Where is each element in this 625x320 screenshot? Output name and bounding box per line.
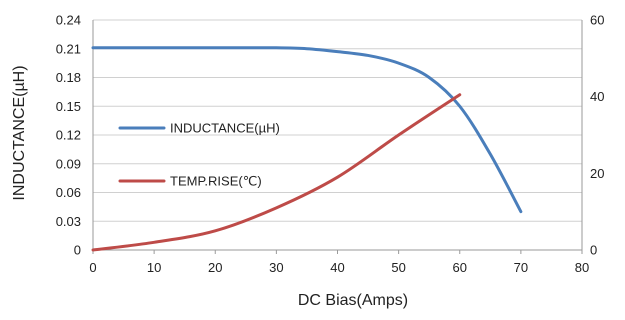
- x-tick-label: 70: [514, 260, 528, 275]
- x-tick-label: 80: [575, 260, 589, 275]
- y2-tick-label: 0: [590, 243, 597, 258]
- y-tick-label: 0.18: [56, 70, 81, 85]
- y-tick-label: 0.06: [56, 185, 81, 200]
- x-tick-label: 60: [453, 260, 467, 275]
- x-tick-label: 0: [89, 260, 96, 275]
- inductance-line: [91, 46, 523, 214]
- x-tick-label: 40: [330, 260, 344, 275]
- x-tick-label: 50: [391, 260, 405, 275]
- y2-tick-label: 60: [590, 13, 604, 28]
- temp-rise-line: [91, 93, 462, 252]
- x-tick-label: 10: [147, 260, 161, 275]
- y-tick-label: 0.21: [56, 41, 81, 56]
- series-lines: [91, 46, 523, 252]
- x-tick-label: 20: [208, 260, 222, 275]
- y-tick-label: 0.15: [56, 99, 81, 114]
- x-tick-labels: 0 10 20 30 40 50 60 70 80: [89, 260, 589, 275]
- legend: INDUCTANCE(µH) TEMP.RISE(℃): [118, 121, 280, 189]
- y2-tick-label: 40: [590, 89, 604, 104]
- y-tick-label: 0.09: [56, 156, 81, 171]
- y-tick-label: 0.12: [56, 128, 81, 143]
- y-tick-label: 0.24: [56, 13, 81, 28]
- y-tick-label: 0.03: [56, 214, 81, 229]
- y-axis-title: INDUCTANCE(µH): [11, 65, 28, 200]
- legend-label: TEMP.RISE(℃): [170, 174, 262, 189]
- y-tick-labels: 0 0.03 0.06 0.09 0.12 0.15 0.18 0.21 0.24: [56, 13, 81, 258]
- y2-tick-label: 20: [590, 166, 604, 181]
- x-tick-label: 30: [269, 260, 283, 275]
- legend-label: INDUCTANCE(µH): [170, 121, 280, 136]
- axes: [92, 20, 583, 254]
- y-tick-label: 0: [74, 243, 81, 258]
- legend-item-inductance: INDUCTANCE(µH): [118, 121, 280, 136]
- y2-tick-labels: 0 20 40 60: [590, 13, 604, 258]
- x-axis-title: DC Bias(Amps): [298, 292, 408, 309]
- legend-item-temp-rise: TEMP.RISE(℃): [118, 174, 262, 189]
